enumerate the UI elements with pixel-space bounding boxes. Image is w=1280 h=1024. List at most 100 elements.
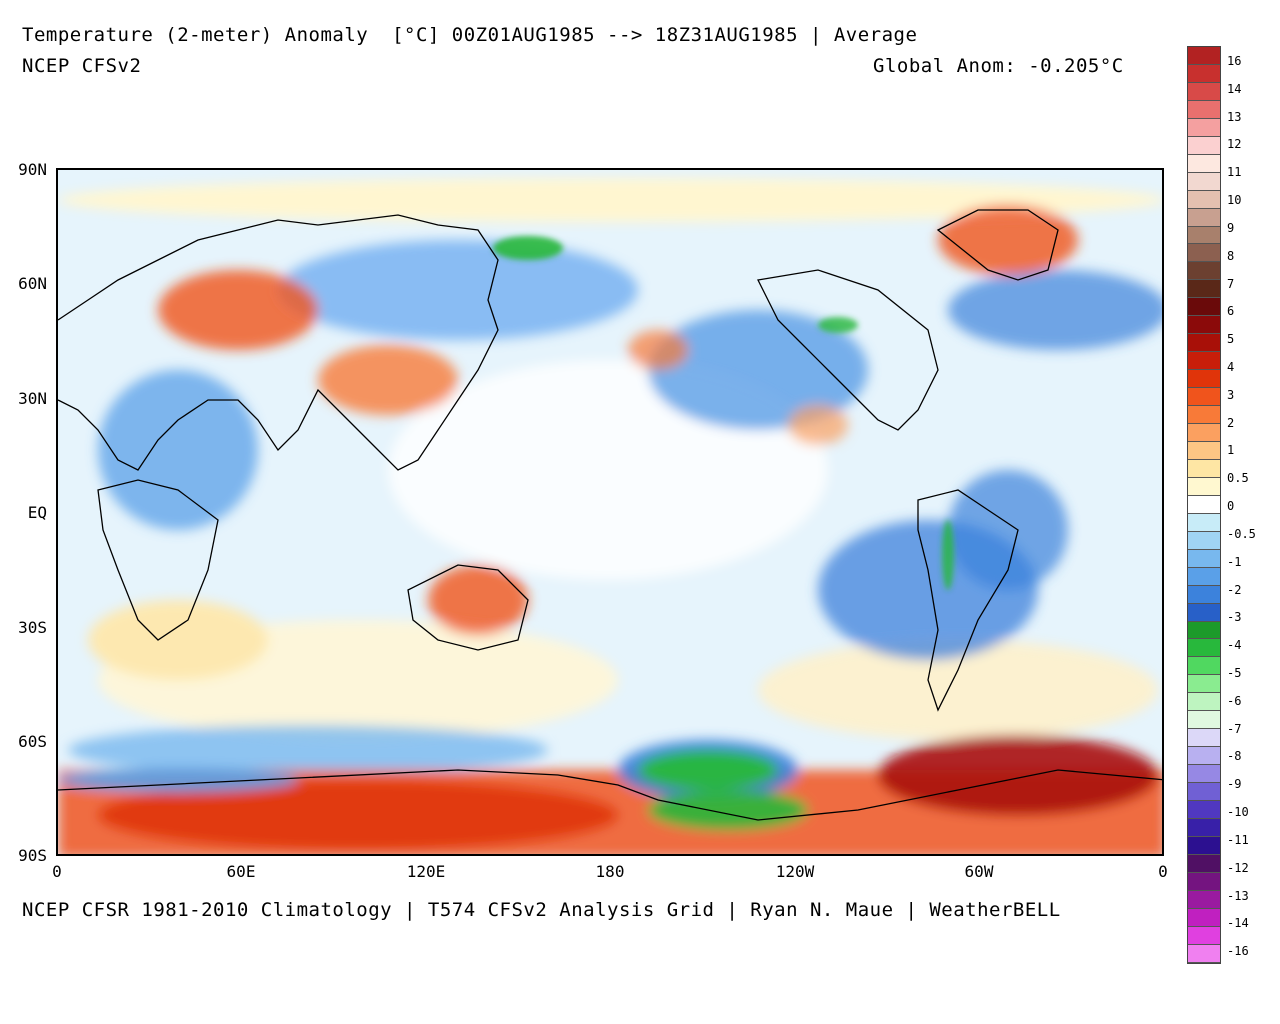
colorbar-segment xyxy=(1188,244,1220,263)
colorbar-label: -2 xyxy=(1227,582,1242,597)
anomaly-map xyxy=(56,168,1164,856)
colorbar-segment xyxy=(1188,675,1220,694)
colorbar-segment xyxy=(1188,424,1220,442)
colorbar-segment xyxy=(1188,441,1220,460)
colorbar-segment xyxy=(1188,531,1220,550)
colorbar-segment xyxy=(1188,352,1220,371)
colorbar-label: 2 xyxy=(1227,415,1235,430)
colorbar-segment xyxy=(1188,603,1220,622)
colorbar-segment xyxy=(1188,459,1220,478)
colorbar-segment xyxy=(1188,298,1220,317)
colorbar-label: -1 xyxy=(1227,554,1242,569)
colorbar-segment xyxy=(1188,711,1220,730)
lat-label-60s: 60S xyxy=(18,732,47,751)
colorbar-segment xyxy=(1188,154,1220,173)
colorbar-label: 1 xyxy=(1227,443,1235,458)
footer-credits: NCEP CFSR 1981-2010 Climatology | T574 C… xyxy=(22,899,1061,921)
lat-label-90n: 90N xyxy=(18,160,47,179)
lat-label-30s: 30S xyxy=(18,618,47,637)
colorbar-segment xyxy=(1188,190,1220,209)
colorbar-label: -12 xyxy=(1227,860,1249,875)
colorbar-segment xyxy=(1188,944,1220,963)
colorbar-label: 8 xyxy=(1227,248,1235,263)
colorbar-segment xyxy=(1188,172,1220,191)
colorbar-label: -13 xyxy=(1227,888,1249,903)
colorbar-label: -7 xyxy=(1227,721,1242,736)
colorbar-label: -10 xyxy=(1227,805,1249,820)
colorbar-label: 14 xyxy=(1227,81,1242,96)
lat-label-eq: EQ xyxy=(27,503,47,522)
colorbar-segment xyxy=(1188,585,1220,604)
anomaly-field xyxy=(58,170,1162,854)
colorbar-segment xyxy=(1188,854,1220,873)
colorbar-label: -16 xyxy=(1227,944,1249,959)
colorbar-label: 7 xyxy=(1227,276,1235,291)
colorbar-segment xyxy=(1188,513,1220,532)
lat-label-90s: 90S xyxy=(18,846,47,865)
colorbar-label: 0.5 xyxy=(1227,471,1249,486)
colorbar-label: 12 xyxy=(1227,137,1242,152)
colorbar-label: 4 xyxy=(1227,360,1235,374)
colorbar-label: 3 xyxy=(1227,387,1235,402)
colorbar-label: 16 xyxy=(1227,54,1242,68)
global-anomaly-value: Global Anom: -0.205°C xyxy=(873,55,1124,77)
lon-label-180: 180 xyxy=(595,862,625,881)
model-name: NCEP CFSv2 xyxy=(22,55,142,77)
colorbar-label: 5 xyxy=(1227,332,1235,347)
colorbar-segment xyxy=(1188,64,1220,83)
colorbar-segment xyxy=(1188,406,1220,425)
colorbar-segment xyxy=(1188,477,1220,496)
colorbar xyxy=(1187,46,1221,964)
colorbar-label: -6 xyxy=(1227,693,1242,708)
colorbar-label: 6 xyxy=(1227,304,1235,319)
colorbar-label: -11 xyxy=(1227,832,1249,847)
colorbar-segment xyxy=(1188,783,1220,802)
colorbar-label: 10 xyxy=(1227,193,1242,208)
colorbar-label: 9 xyxy=(1227,220,1235,235)
colorbar-segment xyxy=(1188,280,1220,299)
colorbar-label: -4 xyxy=(1227,638,1242,653)
colorbar-segment xyxy=(1188,495,1220,514)
colorbar-segment xyxy=(1188,639,1220,658)
colorbar-label: 13 xyxy=(1227,109,1242,124)
colorbar-segment xyxy=(1188,567,1220,586)
colorbar-segment xyxy=(1188,765,1220,784)
colorbar-segment xyxy=(1188,836,1220,855)
colorbar-segment xyxy=(1188,370,1220,389)
colorbar-label: -9 xyxy=(1227,777,1242,792)
colorbar-segment xyxy=(1188,136,1220,155)
map-title: Temperature (2-meter) Anomaly [°C] 00Z01… xyxy=(22,24,918,46)
coastline-outlines xyxy=(58,209,1162,821)
lon-label-0-end: 0 xyxy=(1158,862,1168,881)
colorbar-segment xyxy=(1188,872,1220,891)
colorbar-segment xyxy=(1188,549,1220,568)
colorbar-segment xyxy=(1188,82,1220,101)
lat-label-30n: 30N xyxy=(18,389,47,408)
colorbar-segment xyxy=(1188,388,1220,407)
colorbar-segment xyxy=(1188,316,1220,335)
colorbar-segment xyxy=(1188,208,1220,227)
colorbar-label: -3 xyxy=(1227,610,1242,625)
colorbar-label: -5 xyxy=(1227,666,1242,680)
lon-label-0: 0 xyxy=(52,862,62,881)
colorbar-segment xyxy=(1188,729,1220,748)
colorbar-segment xyxy=(1188,47,1220,65)
colorbar-label: -0.5 xyxy=(1227,526,1256,541)
colorbar-segment xyxy=(1188,693,1220,712)
colorbar-segment xyxy=(1188,908,1220,927)
colorbar-segment xyxy=(1188,118,1220,137)
colorbar-segment xyxy=(1188,621,1220,640)
lon-label-60e: 60E xyxy=(226,862,256,881)
colorbar-segment xyxy=(1188,818,1220,837)
colorbar-label: -14 xyxy=(1227,916,1249,931)
lat-label-60n: 60N xyxy=(18,274,47,293)
colorbar-label: -8 xyxy=(1227,749,1242,764)
colorbar-segment xyxy=(1188,226,1220,245)
colorbar-segment xyxy=(1188,262,1220,281)
colorbar-segment xyxy=(1188,747,1220,766)
lon-label-60w: 60W xyxy=(964,862,994,881)
lon-label-120e: 120E xyxy=(406,862,446,881)
colorbar-label: 11 xyxy=(1227,165,1242,180)
colorbar-segment xyxy=(1188,801,1220,819)
colorbar-segment xyxy=(1188,334,1220,353)
